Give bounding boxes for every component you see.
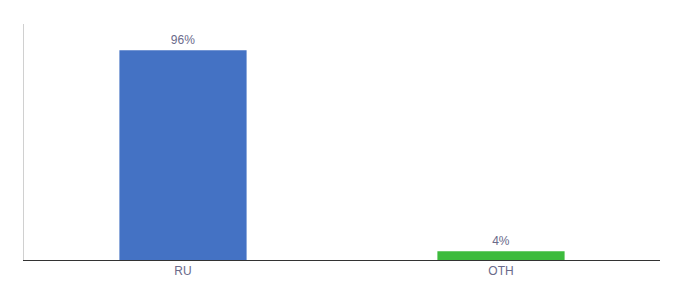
svg-text:4%: 4% [492,234,510,248]
svg-text:96%: 96% [171,33,195,47]
svg-text:RU: RU [174,264,191,278]
svg-text:OTH: OTH [488,264,513,278]
